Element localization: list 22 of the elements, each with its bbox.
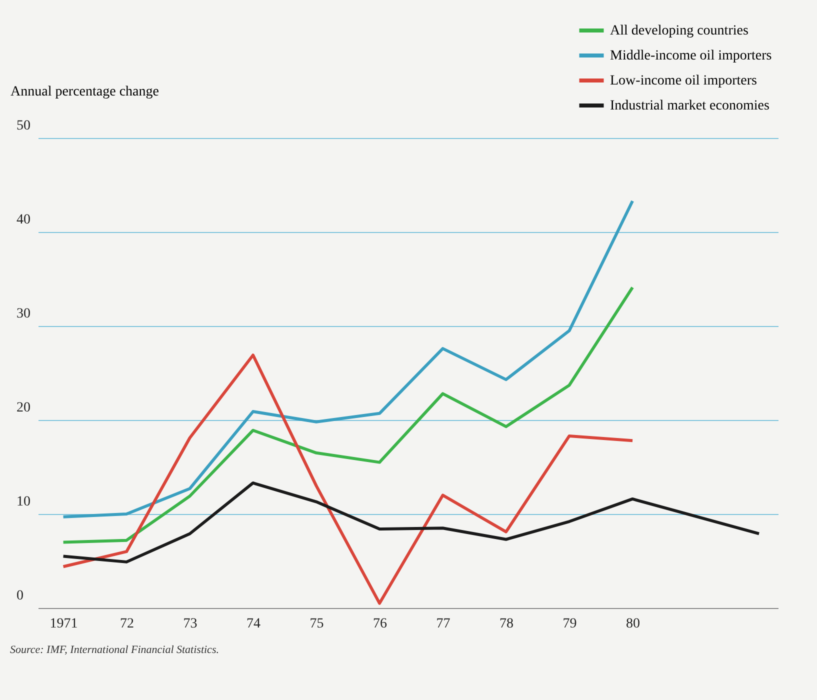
x-tick-label: 77 xyxy=(436,616,450,632)
y-axis-title: Annual percentage change xyxy=(10,84,159,100)
legend-label: All developing countries xyxy=(610,24,748,38)
x-tick-label: 74 xyxy=(246,616,261,632)
x-tick-label: 73 xyxy=(183,616,198,632)
x-tick-label: 75 xyxy=(310,616,324,632)
x-tick-label: 72 xyxy=(120,616,134,632)
x-tick-label: 79 xyxy=(562,616,577,632)
y-tick-label: 10 xyxy=(16,494,30,510)
y-tick-label: 50 xyxy=(16,118,30,134)
x-tick-label: 80 xyxy=(626,616,640,632)
y-tick-label: 20 xyxy=(16,400,30,416)
y-tick-label: 0 xyxy=(16,588,24,604)
y-tick-label: 30 xyxy=(16,306,30,322)
legend-label: Low-income oil importers xyxy=(610,74,757,88)
x-tick-label: 78 xyxy=(500,616,514,632)
legend-label: Middle-income oil importers xyxy=(610,48,772,64)
y-tick-label: 40 xyxy=(16,212,30,228)
x-tick-label: 76 xyxy=(373,616,388,632)
x-tick-label: 1971 xyxy=(50,616,78,632)
source-note: Source: IMF, International Financial Statistics. xyxy=(10,644,219,656)
legend-label: Industrial market economies xyxy=(610,98,770,114)
